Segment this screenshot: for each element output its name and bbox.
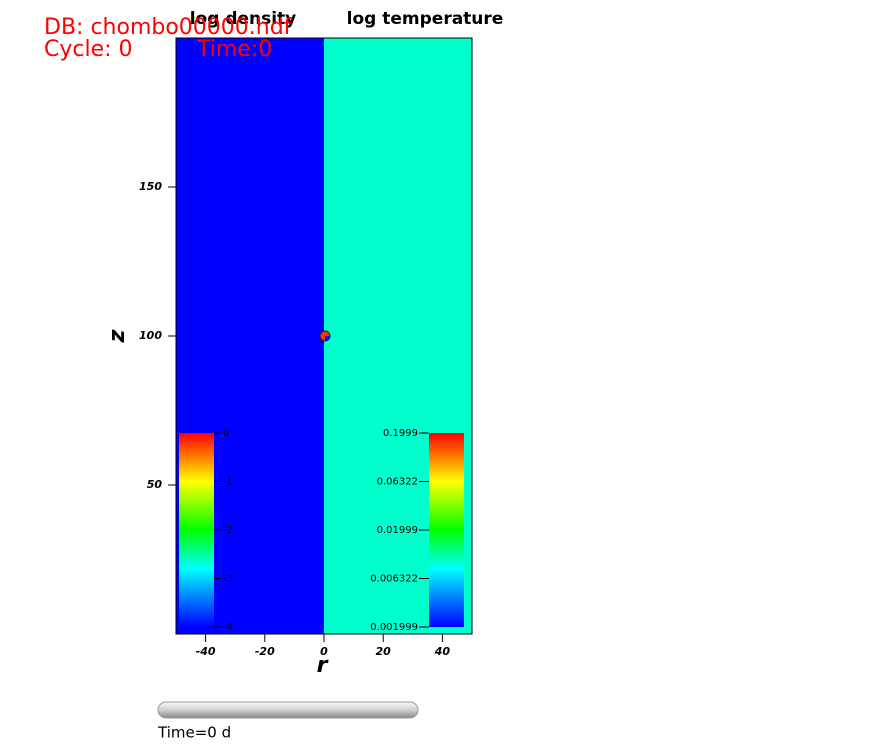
colorbar-tick-label: -4 — [223, 622, 233, 633]
time-slider[interactable] — [157, 701, 419, 719]
y-tick-label: 50 — [147, 478, 163, 491]
x-tick-label: -40 — [196, 645, 216, 658]
database-label: DB: chombo00000.hdf — [44, 15, 293, 40]
x-tick-label: 40 — [434, 645, 451, 658]
x-tick-label: 20 — [376, 645, 392, 658]
colorbar-tick-label: 0.06322 — [377, 476, 418, 487]
colorbar-tick-label: -1 — [223, 477, 233, 488]
panel-title: log temperature — [347, 9, 504, 29]
slider-label: Time=0 d — [157, 724, 231, 742]
colorbar-tick-label: 0.006322 — [370, 573, 418, 584]
colorbar-tick-label: -2 — [223, 525, 233, 536]
x-axis-label: r — [317, 653, 329, 678]
cycle-label: Cycle: 0 — [44, 37, 133, 62]
colorbar — [179, 433, 214, 627]
y-tick-label: 100 — [139, 329, 162, 342]
time-label: Time:0 — [196, 37, 272, 62]
colorbar — [429, 433, 464, 627]
colorbar-tick-label: 0.001999 — [370, 622, 418, 633]
plot: -40 -20 0 20 40 50 100 150 0 -1 -2 -3 -4 0.1999 0.0632… — [139, 37, 473, 658]
y-axis-label: z — [105, 329, 130, 343]
feature-blob-part — [325, 336, 330, 341]
x-tick-label: -20 — [255, 645, 275, 658]
colorbar-tick-label: -3 — [223, 574, 233, 585]
x-tick-label: 0 — [320, 645, 328, 658]
y-tick-label: 150 — [139, 180, 162, 193]
colorbar-tick-label: 0.1999 — [383, 428, 418, 439]
colorbar-tick-label: 0 — [223, 428, 229, 439]
panel-title: log density — [190, 9, 297, 29]
colorbar-tick-label: 0.01999 — [377, 525, 418, 536]
